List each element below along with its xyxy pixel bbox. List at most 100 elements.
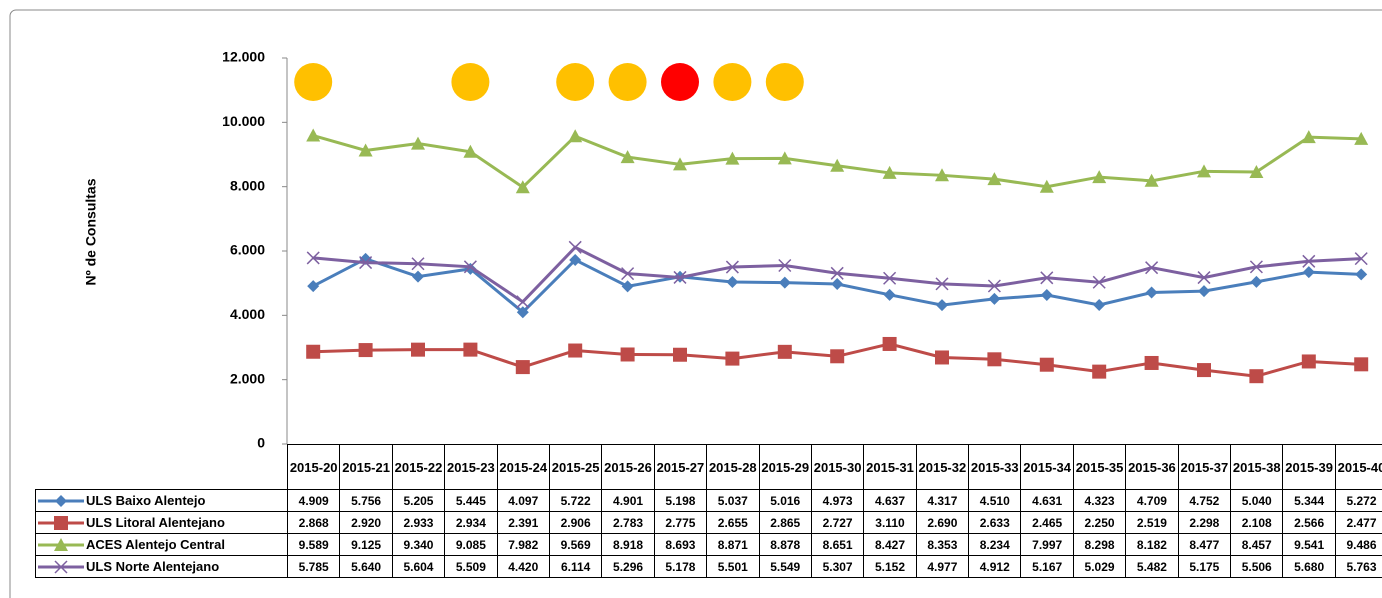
marker	[412, 270, 424, 283]
y-tick-label: 10.000	[222, 113, 265, 129]
marker	[516, 295, 530, 309]
marker	[777, 151, 792, 165]
marker	[673, 270, 687, 284]
marker	[987, 172, 1002, 186]
value-label: 8.234	[968, 533, 1022, 556]
value-label: 2.933	[391, 511, 446, 534]
value-label: 9.589	[286, 533, 341, 556]
value-label: 2.391	[496, 511, 550, 534]
marker	[883, 271, 897, 285]
value-label: 2.655	[706, 511, 760, 534]
x-tick-label: 2015-24	[496, 444, 550, 490]
x-tick-label: 2015-26	[601, 444, 655, 490]
value-label: 8.298	[1072, 533, 1127, 556]
marker	[621, 267, 635, 281]
marker	[359, 256, 373, 270]
marker	[306, 344, 321, 359]
y-tick-label: 2.000	[230, 370, 265, 386]
corner	[35, 444, 288, 490]
x-tick-label: 2015-32	[915, 444, 970, 490]
x-tick-label: 2015-25	[548, 444, 603, 490]
value-label: 5.205	[391, 489, 446, 512]
x-tick-label: 2015-38	[1230, 444, 1284, 490]
value-label: 4.510	[968, 489, 1022, 512]
y-tick-label: 8.000	[230, 177, 265, 193]
marker	[673, 157, 687, 171]
value-label: 8.693	[653, 533, 708, 556]
marker	[411, 257, 425, 271]
value-label: 2.865	[758, 511, 812, 534]
value-label: 2.566	[1282, 511, 1336, 534]
marker	[54, 560, 68, 574]
value-label: 5.040	[1230, 489, 1284, 512]
value-label: 4.752	[1177, 489, 1232, 512]
marker	[307, 280, 320, 293]
value-label: 5.175	[1177, 555, 1232, 578]
x-tick-label: 2015-37	[1177, 444, 1232, 490]
x-tick-label: 2015-21	[339, 444, 393, 490]
marker	[1040, 289, 1053, 302]
marker	[54, 538, 68, 552]
value-label: 2.783	[601, 511, 655, 534]
marker	[725, 151, 740, 165]
marker	[1039, 179, 1054, 193]
marker	[1197, 164, 1211, 178]
marker	[1301, 130, 1316, 144]
data-row: ACES Alentejo Central 9.589 9.125 9.340 9.08…	[35, 533, 1382, 556]
x-tick-label: 2015-28	[706, 444, 760, 490]
value-label: 9.085	[444, 533, 498, 556]
value-label: 8.878	[758, 533, 812, 556]
value-label: 5.344	[1282, 489, 1336, 512]
data-row: ULS Norte Alentejano 5.785 5.640 5.604 5.509…	[35, 555, 1382, 578]
marker	[1144, 173, 1159, 187]
value-label: 4.909	[286, 489, 341, 512]
value-label: 9.541	[1282, 533, 1336, 556]
value-label: 4.420	[496, 555, 550, 578]
value-label: 5.178	[653, 555, 708, 578]
value-label: 4.709	[1125, 489, 1179, 512]
value-label: 2.906	[548, 511, 603, 534]
marker	[725, 260, 739, 274]
marker	[1092, 364, 1107, 379]
value-label: 9.569	[548, 533, 603, 556]
x-tick-label: 2015-33	[968, 444, 1022, 490]
value-label: 5.482	[1125, 555, 1179, 578]
data-table: 2015-20 2015-21 2015-22 2015-23 2015-24 2015-…	[35, 444, 1382, 578]
y-tick-label: 12.000	[222, 49, 265, 65]
marker	[1039, 357, 1054, 372]
x-tick-label: 2015-39	[1282, 444, 1336, 490]
value-label: 2.920	[339, 511, 393, 534]
marker	[306, 128, 321, 142]
marker	[1302, 266, 1315, 279]
marker	[1092, 170, 1107, 184]
legend-swatch	[38, 495, 84, 508]
marker	[1144, 355, 1159, 370]
value-label: 8.427	[863, 533, 917, 556]
indicator	[294, 63, 333, 101]
marker	[1355, 268, 1368, 281]
value-label: 2.250	[1072, 511, 1127, 534]
value-label: 9.340	[391, 533, 446, 556]
value-label: 5.604	[391, 555, 446, 578]
marker	[778, 276, 791, 289]
marker	[1302, 254, 1316, 268]
marker	[936, 299, 948, 312]
value-label: 5.506	[1230, 555, 1284, 578]
marker	[515, 180, 530, 194]
value-label: 4.637	[863, 489, 917, 512]
indicator	[556, 63, 595, 101]
x-tick-label: 2015-40	[1334, 444, 1382, 490]
marker	[673, 347, 687, 362]
marker	[411, 342, 425, 357]
y-tick-label: 0	[257, 435, 265, 451]
legend-cell: ULS Baixo Alentejo	[35, 489, 288, 512]
legend-swatch	[38, 538, 84, 552]
value-label: 9.486	[1334, 533, 1382, 556]
legend-cell: ULS Litoral Alentejano	[35, 511, 288, 534]
x-tick-label: 2015-31	[863, 444, 917, 490]
value-label: 7.982	[496, 533, 550, 556]
marker	[935, 277, 949, 291]
marker	[463, 342, 478, 357]
x-tick-label: 2015-23	[444, 444, 498, 490]
